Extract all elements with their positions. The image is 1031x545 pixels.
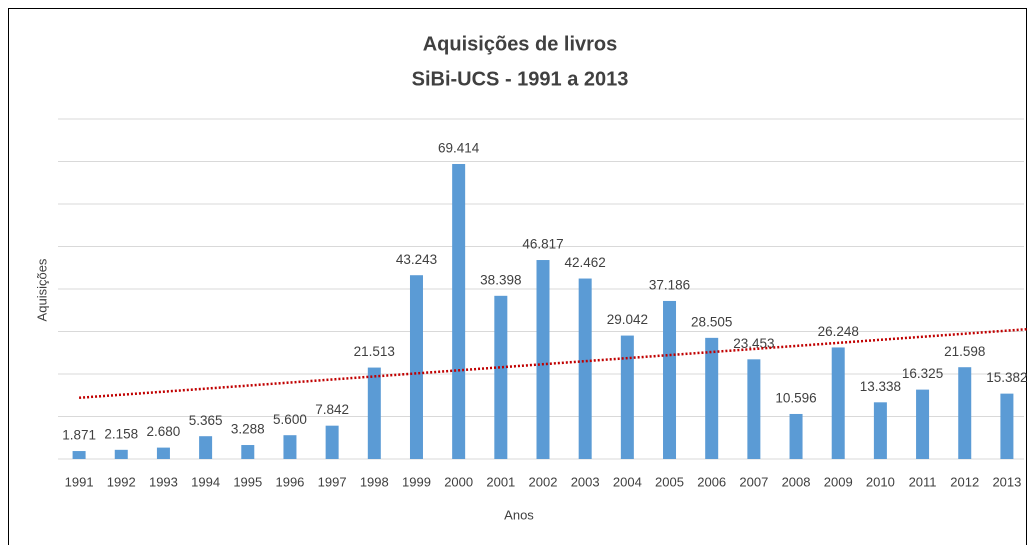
bar <box>494 295 508 459</box>
x-tick-label: 1994 <box>191 474 220 489</box>
bar <box>114 449 128 459</box>
x-tick-label: 2012 <box>950 474 979 489</box>
x-tick-label: 2013 <box>992 474 1021 489</box>
bar <box>873 402 887 459</box>
bar <box>367 367 381 459</box>
bar <box>325 425 339 459</box>
bar <box>958 367 972 459</box>
x-tick-label: 2011 <box>909 474 937 489</box>
x-tick-label: 2010 <box>866 474 895 489</box>
x-tick-label: 1999 <box>402 474 431 489</box>
value-label: 42.462 <box>565 255 606 270</box>
x-tick-label: 2004 <box>613 474 642 489</box>
chart-frame <box>8 8 1027 545</box>
value-label: 15.382 <box>986 370 1027 385</box>
value-label: 3.288 <box>231 422 265 437</box>
value-label: 7.842 <box>315 402 349 417</box>
value-label: 16.325 <box>902 366 943 381</box>
y-axis-label: Aquisições <box>34 258 49 321</box>
x-tick-label: 2005 <box>655 474 684 489</box>
value-label: 5.365 <box>189 413 223 428</box>
value-label: 46.817 <box>522 237 563 252</box>
x-tick-label: 1995 <box>233 474 262 489</box>
x-tick-label: 1998 <box>360 474 389 489</box>
value-label: 21.513 <box>354 344 395 359</box>
value-label: 38.398 <box>480 272 521 287</box>
bar <box>705 337 719 459</box>
x-tick-label: 2001 <box>486 474 515 489</box>
x-tick-label: 2003 <box>571 474 600 489</box>
bar <box>578 278 592 459</box>
value-label: 21.598 <box>944 344 985 359</box>
chart-subtitle: SiBi-UCS - 1991 a 2013 <box>412 68 629 90</box>
x-tick-label: 1992 <box>107 474 136 489</box>
value-label: 28.505 <box>691 314 732 329</box>
bar <box>199 436 213 459</box>
bar <box>916 389 930 459</box>
bar <box>789 413 803 459</box>
bar <box>747 359 761 459</box>
value-label: 5.600 <box>273 412 307 427</box>
x-tick-label: 2008 <box>782 474 811 489</box>
bar <box>283 435 297 459</box>
x-tick-label: 2000 <box>444 474 473 489</box>
bar <box>663 300 677 459</box>
x-axis-label: Anos <box>504 507 534 522</box>
x-tick-label: 1997 <box>318 474 347 489</box>
x-tick-label: 1996 <box>275 474 304 489</box>
x-tick-label: 2007 <box>739 474 768 489</box>
x-tick-label: 1993 <box>149 474 178 489</box>
bar <box>241 445 255 459</box>
x-tick-label: 2009 <box>824 474 853 489</box>
bar <box>156 447 170 459</box>
value-label: 29.042 <box>607 312 648 327</box>
bar <box>1000 393 1014 459</box>
value-label: 23.453 <box>733 336 774 351</box>
value-label: 2.158 <box>104 426 138 441</box>
value-label: 1.871 <box>62 428 96 443</box>
bar <box>409 275 423 459</box>
value-label: 26.248 <box>818 324 859 339</box>
value-label: 2.680 <box>147 424 181 439</box>
x-tick-label: 1991 <box>65 474 94 489</box>
bar <box>452 163 466 460</box>
bar <box>831 347 845 459</box>
value-label: 10.596 <box>775 391 816 406</box>
bar <box>536 260 550 459</box>
bar <box>72 451 86 459</box>
value-label: 13.338 <box>860 379 901 394</box>
chart-title: Aquisições de livros <box>423 33 618 55</box>
value-label: 37.186 <box>649 278 690 293</box>
value-label: 69.414 <box>438 141 480 156</box>
bar <box>620 335 634 459</box>
x-tick-label: 2006 <box>697 474 726 489</box>
value-label: 43.243 <box>396 252 437 267</box>
x-tick-label: 2002 <box>529 474 558 489</box>
